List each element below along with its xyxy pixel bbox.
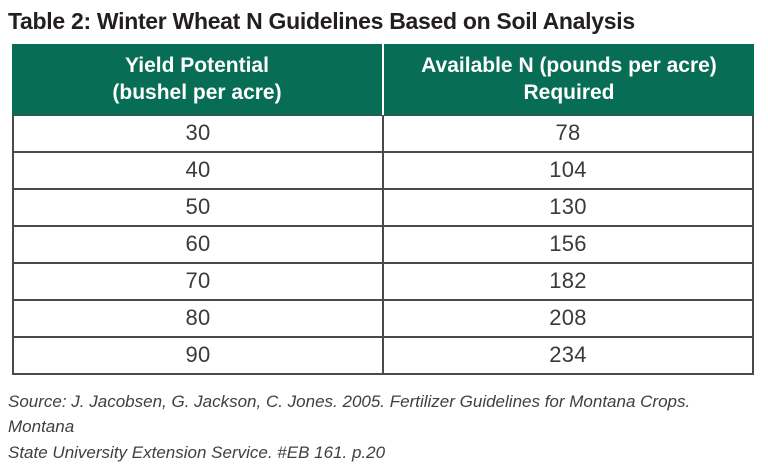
n-required-value: 130: [382, 189, 752, 225]
yield-value: 50: [185, 194, 211, 220]
n-required-value: 104: [382, 152, 752, 188]
table-row: 90 234: [14, 335, 752, 373]
yield-value: 70: [185, 268, 211, 294]
n-required-value: 234: [382, 337, 752, 373]
n-required-value: 182: [382, 263, 752, 299]
header-n-line2: Required: [523, 81, 615, 105]
document-page: Table 2: Winter Wheat N Guidelines Based…: [8, 8, 754, 462]
header-yield-line2: (bushel per acre): [112, 81, 282, 105]
table-row: 80 208: [14, 298, 752, 336]
table-row: 40 104: [14, 150, 752, 188]
table-row: 50 130: [14, 187, 752, 225]
source-line-2: State University Extension Service. #EB …: [8, 442, 386, 462]
yield-value: 30: [185, 120, 211, 146]
table-row: 70 182: [14, 261, 752, 299]
yield-value: 90: [185, 342, 211, 368]
table-title: Table 2: Winter Wheat N Guidelines Based…: [8, 8, 635, 34]
header-n-line1: Available N (pounds per acre): [421, 53, 717, 77]
source-line-1: Source: J. Jacobsen, G. Jackson, C. Jone…: [8, 391, 691, 437]
n-required-value: 78: [382, 115, 752, 151]
yield-value: 40: [185, 157, 211, 183]
n-required-value: 156: [382, 226, 752, 262]
header-cell-yield-potential: Yield Potential (bushel per acre): [12, 44, 382, 115]
yield-value: 80: [185, 305, 211, 331]
table-row: 60 156: [14, 224, 752, 262]
header-cell-available-n: Available N (pounds per acre) Required: [382, 43, 754, 115]
source-citation: Source: J. Jacobsen, G. Jackson, C. Jone…: [8, 389, 760, 465]
table-row: 30 78: [14, 115, 752, 151]
table-header-row: Yield Potential (bushel per acre) Availa…: [12, 43, 754, 115]
table-body: 30 78 40 104 50 130 60 156 70 182 80 208: [12, 114, 754, 375]
header-yield-line1: Yield Potential: [125, 53, 269, 77]
n-required-value: 208: [382, 300, 752, 336]
n-guidelines-table: Yield Potential (bushel per acre) Availa…: [12, 43, 754, 375]
yield-value: 60: [185, 231, 211, 257]
